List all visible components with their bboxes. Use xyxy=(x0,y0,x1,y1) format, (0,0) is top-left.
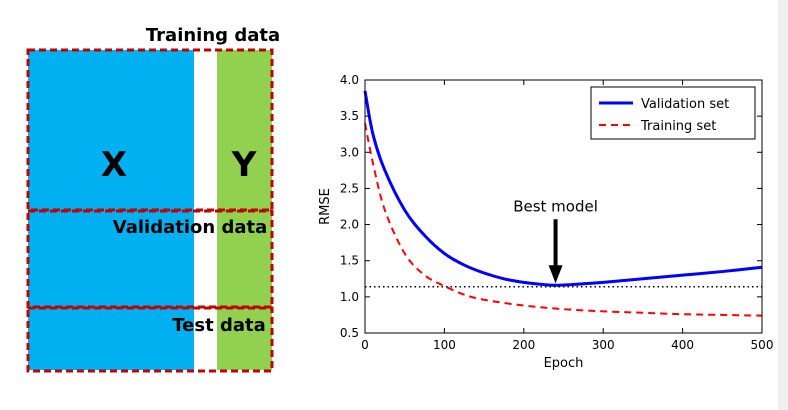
best-model-annotation: Best model xyxy=(513,197,598,284)
series-line-training xyxy=(364,123,763,317)
y-label: Y xyxy=(231,145,257,185)
y-tick-label: 4.0 xyxy=(340,73,359,87)
x-tick-label: 400 xyxy=(671,338,694,352)
legend: Validation set Training set xyxy=(590,86,756,140)
data-split-diagram: Training data X Y Validation data Test d… xyxy=(26,25,280,373)
annotation-arrow-head xyxy=(548,265,563,284)
training-data-label: Training data xyxy=(146,25,280,46)
legend-label-training: Training set xyxy=(640,119,716,134)
x-tick-label: 300 xyxy=(592,338,615,352)
y-axis-title: RMSE xyxy=(318,188,333,225)
plot-frame xyxy=(364,79,763,334)
x-label: X xyxy=(101,145,127,185)
x-axis-ticks: 0 100 200 300 400 500 xyxy=(361,80,773,352)
y-tick-label: 1.5 xyxy=(340,254,359,268)
y-axis-ticks: 0.5 1.0 1.5 2.0 2.5 3.0 3.5 4.0 xyxy=(340,73,762,340)
validation-data-label: Validation data xyxy=(113,217,267,238)
y-tick-label: 1.0 xyxy=(340,290,359,304)
right-edge-strip xyxy=(778,0,788,410)
chart-series-group xyxy=(363,90,763,317)
legend-label-validation: Validation set xyxy=(641,97,729,112)
y-tick-label: 2.5 xyxy=(340,181,359,195)
test-data-label: Test data xyxy=(172,315,265,336)
y-tick-label: 3.0 xyxy=(340,145,359,159)
x-tick-label: 100 xyxy=(433,338,456,352)
training-set-border xyxy=(26,48,274,212)
x-tick-label: 0 xyxy=(361,338,369,352)
legend-box xyxy=(590,86,756,140)
x-tick-label: 500 xyxy=(751,338,774,352)
y-tick-label: 0.5 xyxy=(340,326,359,340)
series-line-validation xyxy=(363,90,763,287)
y-tick-label: 2.0 xyxy=(340,218,359,232)
annotation-text: Best model xyxy=(513,197,598,215)
test-set-border xyxy=(26,306,274,373)
x-axis-title: Epoch xyxy=(544,356,584,371)
y-tick-label: 3.5 xyxy=(340,109,359,123)
x-tick-label: 200 xyxy=(512,338,535,352)
